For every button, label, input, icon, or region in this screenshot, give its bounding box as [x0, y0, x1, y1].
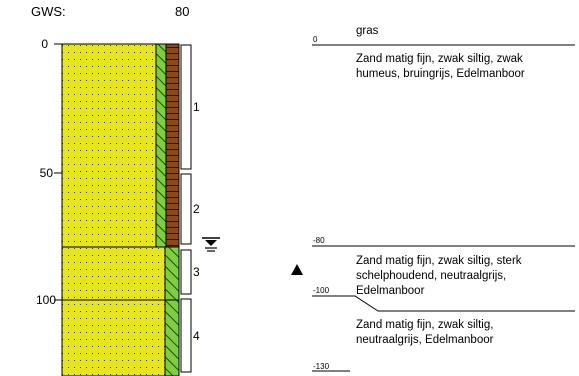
description-line: humeus, bruingrijs, Edelmanboor — [356, 68, 525, 80]
sand-layer-3 — [62, 300, 165, 376]
description-line: Zand matig fijn, zwak siltig, zwak — [356, 53, 523, 65]
sample-box-2 — [180, 173, 192, 245]
sample-label-3: 3 — [193, 265, 200, 279]
layer-top-label-130: -130 — [313, 362, 330, 371]
layer-description-1: Zand matig fijn, zwak siltig, zwak humeu… — [356, 52, 525, 82]
triangle-marker-icon — [291, 264, 303, 275]
groundwater-level-icon — [202, 237, 220, 252]
description-line: schelphoudend, neutraalgrijs, — [356, 270, 507, 282]
sand-layer-2 — [62, 247, 165, 300]
description-line: gras — [356, 25, 379, 37]
description-line: Edelmanboor — [356, 285, 425, 297]
description-line: Zand matig fijn, zwak siltig, sterk — [356, 255, 522, 267]
boundary-line-100 — [312, 295, 575, 312]
layer-top-label-0: 0 — [313, 35, 318, 44]
silt-column-upper — [156, 44, 166, 247]
description-line: Zand matig fijn, zwak siltig, — [356, 319, 494, 331]
sample-label-4: 4 — [193, 329, 200, 343]
depth-tick-100: 100 — [36, 293, 56, 307]
depth-tick-50: 50 — [40, 166, 54, 180]
sand-layer-1 — [62, 44, 156, 247]
layer-top-label-100: -100 — [313, 286, 330, 295]
humus-column — [166, 44, 179, 247]
gws-value: 80 — [175, 4, 190, 19]
sample-label-1: 1 — [193, 100, 200, 114]
sample-box-1 — [180, 44, 192, 170]
silt-column-lower — [165, 247, 179, 376]
gws-label: GWS: — [31, 4, 66, 19]
sample-label-2: 2 — [193, 202, 200, 216]
layer-description-3: Zand matig fijn, zwak siltig, neutraalgr… — [356, 318, 493, 348]
description-line: neutraalgrijs, Edelmanboor — [356, 334, 494, 346]
sample-box-3 — [180, 249, 192, 295]
depth-tick-0: 0 — [41, 37, 48, 51]
column-outline-lower — [61, 246, 180, 376]
layer-description-2: Zand matig fijn, zwak siltig, sterk sche… — [356, 254, 522, 299]
sample-box-4 — [180, 298, 192, 373]
layer-description-gras: gras — [356, 24, 378, 39]
layer-top-label-80: -80 — [313, 236, 325, 245]
